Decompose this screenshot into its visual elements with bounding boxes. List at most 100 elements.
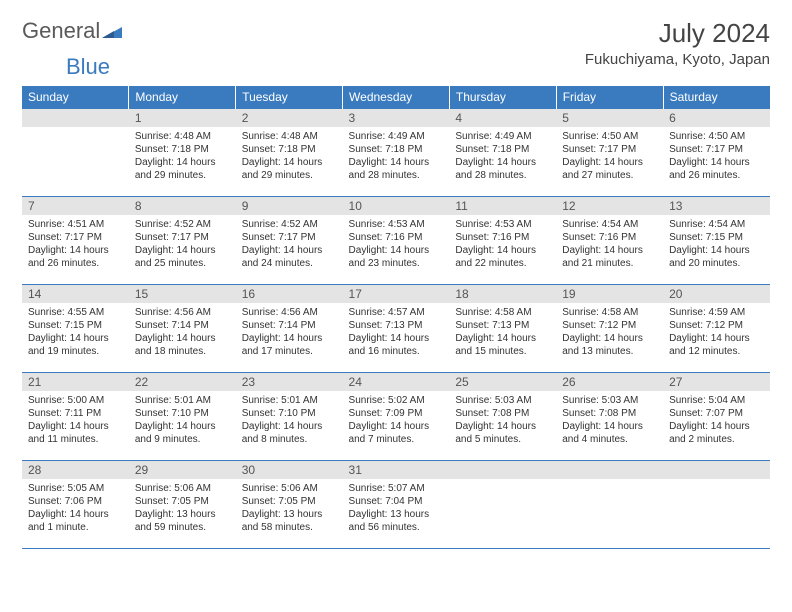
daylight-line: Daylight: 14 hours and 19 minutes. bbox=[28, 332, 123, 358]
day-number: 8 bbox=[129, 197, 236, 215]
sunset-line: Sunset: 7:16 PM bbox=[562, 231, 657, 244]
sunset-line: Sunset: 7:08 PM bbox=[455, 407, 550, 420]
day-content: Sunrise: 4:49 AMSunset: 7:18 PMDaylight:… bbox=[343, 127, 450, 186]
day-content: Sunrise: 4:50 AMSunset: 7:17 PMDaylight:… bbox=[556, 127, 663, 186]
sunset-line: Sunset: 7:18 PM bbox=[455, 143, 550, 156]
day-number: 27 bbox=[663, 373, 770, 391]
day-number: 30 bbox=[236, 461, 343, 479]
daylight-line: Daylight: 14 hours and 24 minutes. bbox=[242, 244, 337, 270]
sunset-line: Sunset: 7:14 PM bbox=[242, 319, 337, 332]
day-number: 12 bbox=[556, 197, 663, 215]
calendar-cell: 1Sunrise: 4:48 AMSunset: 7:18 PMDaylight… bbox=[129, 109, 236, 197]
day-number: 23 bbox=[236, 373, 343, 391]
day-content: Sunrise: 5:01 AMSunset: 7:10 PMDaylight:… bbox=[129, 391, 236, 450]
calendar-cell: 16Sunrise: 4:56 AMSunset: 7:14 PMDayligh… bbox=[236, 285, 343, 373]
calendar-cell: 10Sunrise: 4:53 AMSunset: 7:16 PMDayligh… bbox=[343, 197, 450, 285]
sunset-line: Sunset: 7:17 PM bbox=[242, 231, 337, 244]
day-number: 19 bbox=[556, 285, 663, 303]
calendar-week-row: 1Sunrise: 4:48 AMSunset: 7:18 PMDaylight… bbox=[22, 109, 770, 197]
calendar-cell: 20Sunrise: 4:59 AMSunset: 7:12 PMDayligh… bbox=[663, 285, 770, 373]
calendar-cell: 23Sunrise: 5:01 AMSunset: 7:10 PMDayligh… bbox=[236, 373, 343, 461]
sunset-line: Sunset: 7:15 PM bbox=[28, 319, 123, 332]
calendar-week-row: 14Sunrise: 4:55 AMSunset: 7:15 PMDayligh… bbox=[22, 285, 770, 373]
sunrise-line: Sunrise: 5:01 AM bbox=[242, 394, 337, 407]
daylight-line: Daylight: 14 hours and 2 minutes. bbox=[669, 420, 764, 446]
calendar-cell: 29Sunrise: 5:06 AMSunset: 7:05 PMDayligh… bbox=[129, 461, 236, 549]
calendar-cell: 4Sunrise: 4:49 AMSunset: 7:18 PMDaylight… bbox=[449, 109, 556, 197]
daylight-line: Daylight: 14 hours and 5 minutes. bbox=[455, 420, 550, 446]
day-number: 20 bbox=[663, 285, 770, 303]
sunset-line: Sunset: 7:05 PM bbox=[135, 495, 230, 508]
month-title: July 2024 bbox=[585, 18, 770, 49]
daylight-line: Daylight: 13 hours and 58 minutes. bbox=[242, 508, 337, 534]
daylight-line: Daylight: 14 hours and 27 minutes. bbox=[562, 156, 657, 182]
day-number: 13 bbox=[663, 197, 770, 215]
calendar-page: General July 2024 Fukuchiyama, Kyoto, Ja… bbox=[0, 0, 792, 549]
daylight-line: Daylight: 14 hours and 8 minutes. bbox=[242, 420, 337, 446]
calendar-cell: 9Sunrise: 4:52 AMSunset: 7:17 PMDaylight… bbox=[236, 197, 343, 285]
sunset-line: Sunset: 7:05 PM bbox=[242, 495, 337, 508]
day-content: Sunrise: 4:58 AMSunset: 7:12 PMDaylight:… bbox=[556, 303, 663, 362]
day-number: 2 bbox=[236, 109, 343, 127]
calendar-cell: 19Sunrise: 4:58 AMSunset: 7:12 PMDayligh… bbox=[556, 285, 663, 373]
day-number: 10 bbox=[343, 197, 450, 215]
calendar-cell: 12Sunrise: 4:54 AMSunset: 7:16 PMDayligh… bbox=[556, 197, 663, 285]
sunset-line: Sunset: 7:07 PM bbox=[669, 407, 764, 420]
calendar-table: Sunday Monday Tuesday Wednesday Thursday… bbox=[22, 86, 770, 549]
sunset-line: Sunset: 7:10 PM bbox=[135, 407, 230, 420]
sunrise-line: Sunrise: 5:00 AM bbox=[28, 394, 123, 407]
logo: General bbox=[22, 18, 122, 44]
calendar-cell: 15Sunrise: 4:56 AMSunset: 7:14 PMDayligh… bbox=[129, 285, 236, 373]
logo-text-2: Blue bbox=[66, 54, 110, 80]
weekday-header: Friday bbox=[556, 86, 663, 109]
calendar-cell: 2Sunrise: 4:48 AMSunset: 7:18 PMDaylight… bbox=[236, 109, 343, 197]
day-content: Sunrise: 5:06 AMSunset: 7:05 PMDaylight:… bbox=[236, 479, 343, 538]
sunset-line: Sunset: 7:18 PM bbox=[349, 143, 444, 156]
calendar-cell: 7Sunrise: 4:51 AMSunset: 7:17 PMDaylight… bbox=[22, 197, 129, 285]
sunrise-line: Sunrise: 4:57 AM bbox=[349, 306, 444, 319]
sunrise-line: Sunrise: 5:01 AM bbox=[135, 394, 230, 407]
day-content: Sunrise: 4:52 AMSunset: 7:17 PMDaylight:… bbox=[236, 215, 343, 274]
sunrise-line: Sunrise: 5:04 AM bbox=[669, 394, 764, 407]
calendar-cell bbox=[663, 461, 770, 549]
calendar-cell: 6Sunrise: 4:50 AMSunset: 7:17 PMDaylight… bbox=[663, 109, 770, 197]
sunset-line: Sunset: 7:08 PM bbox=[562, 407, 657, 420]
day-content: Sunrise: 5:03 AMSunset: 7:08 PMDaylight:… bbox=[449, 391, 556, 450]
sunset-line: Sunset: 7:13 PM bbox=[349, 319, 444, 332]
calendar-cell: 22Sunrise: 5:01 AMSunset: 7:10 PMDayligh… bbox=[129, 373, 236, 461]
daylight-line: Daylight: 14 hours and 4 minutes. bbox=[562, 420, 657, 446]
daylight-line: Daylight: 14 hours and 17 minutes. bbox=[242, 332, 337, 358]
sunrise-line: Sunrise: 5:06 AM bbox=[242, 482, 337, 495]
sunrise-line: Sunrise: 4:51 AM bbox=[28, 218, 123, 231]
calendar-cell: 13Sunrise: 4:54 AMSunset: 7:15 PMDayligh… bbox=[663, 197, 770, 285]
calendar-cell: 14Sunrise: 4:55 AMSunset: 7:15 PMDayligh… bbox=[22, 285, 129, 373]
day-content: Sunrise: 4:56 AMSunset: 7:14 PMDaylight:… bbox=[129, 303, 236, 362]
sunrise-line: Sunrise: 4:50 AM bbox=[562, 130, 657, 143]
day-content: Sunrise: 5:03 AMSunset: 7:08 PMDaylight:… bbox=[556, 391, 663, 450]
day-number: 22 bbox=[129, 373, 236, 391]
sunrise-line: Sunrise: 5:02 AM bbox=[349, 394, 444, 407]
sunset-line: Sunset: 7:04 PM bbox=[349, 495, 444, 508]
daylight-line: Daylight: 14 hours and 7 minutes. bbox=[349, 420, 444, 446]
sunset-line: Sunset: 7:16 PM bbox=[349, 231, 444, 244]
calendar-cell: 26Sunrise: 5:03 AMSunset: 7:08 PMDayligh… bbox=[556, 373, 663, 461]
day-content: Sunrise: 4:48 AMSunset: 7:18 PMDaylight:… bbox=[129, 127, 236, 186]
sunrise-line: Sunrise: 4:50 AM bbox=[669, 130, 764, 143]
daylight-line: Daylight: 14 hours and 28 minutes. bbox=[349, 156, 444, 182]
daylight-line: Daylight: 14 hours and 18 minutes. bbox=[135, 332, 230, 358]
day-content: Sunrise: 5:04 AMSunset: 7:07 PMDaylight:… bbox=[663, 391, 770, 450]
sunset-line: Sunset: 7:12 PM bbox=[562, 319, 657, 332]
day-number bbox=[556, 461, 663, 479]
sunrise-line: Sunrise: 4:52 AM bbox=[135, 218, 230, 231]
calendar-cell: 11Sunrise: 4:53 AMSunset: 7:16 PMDayligh… bbox=[449, 197, 556, 285]
logo-text-1: General bbox=[22, 18, 100, 44]
daylight-line: Daylight: 14 hours and 28 minutes. bbox=[455, 156, 550, 182]
sunset-line: Sunset: 7:17 PM bbox=[669, 143, 764, 156]
calendar-cell: 24Sunrise: 5:02 AMSunset: 7:09 PMDayligh… bbox=[343, 373, 450, 461]
sunset-line: Sunset: 7:17 PM bbox=[135, 231, 230, 244]
day-content: Sunrise: 4:52 AMSunset: 7:17 PMDaylight:… bbox=[129, 215, 236, 274]
sunrise-line: Sunrise: 4:48 AM bbox=[242, 130, 337, 143]
day-number: 9 bbox=[236, 197, 343, 215]
daylight-line: Daylight: 14 hours and 26 minutes. bbox=[669, 156, 764, 182]
day-content: Sunrise: 4:54 AMSunset: 7:15 PMDaylight:… bbox=[663, 215, 770, 274]
